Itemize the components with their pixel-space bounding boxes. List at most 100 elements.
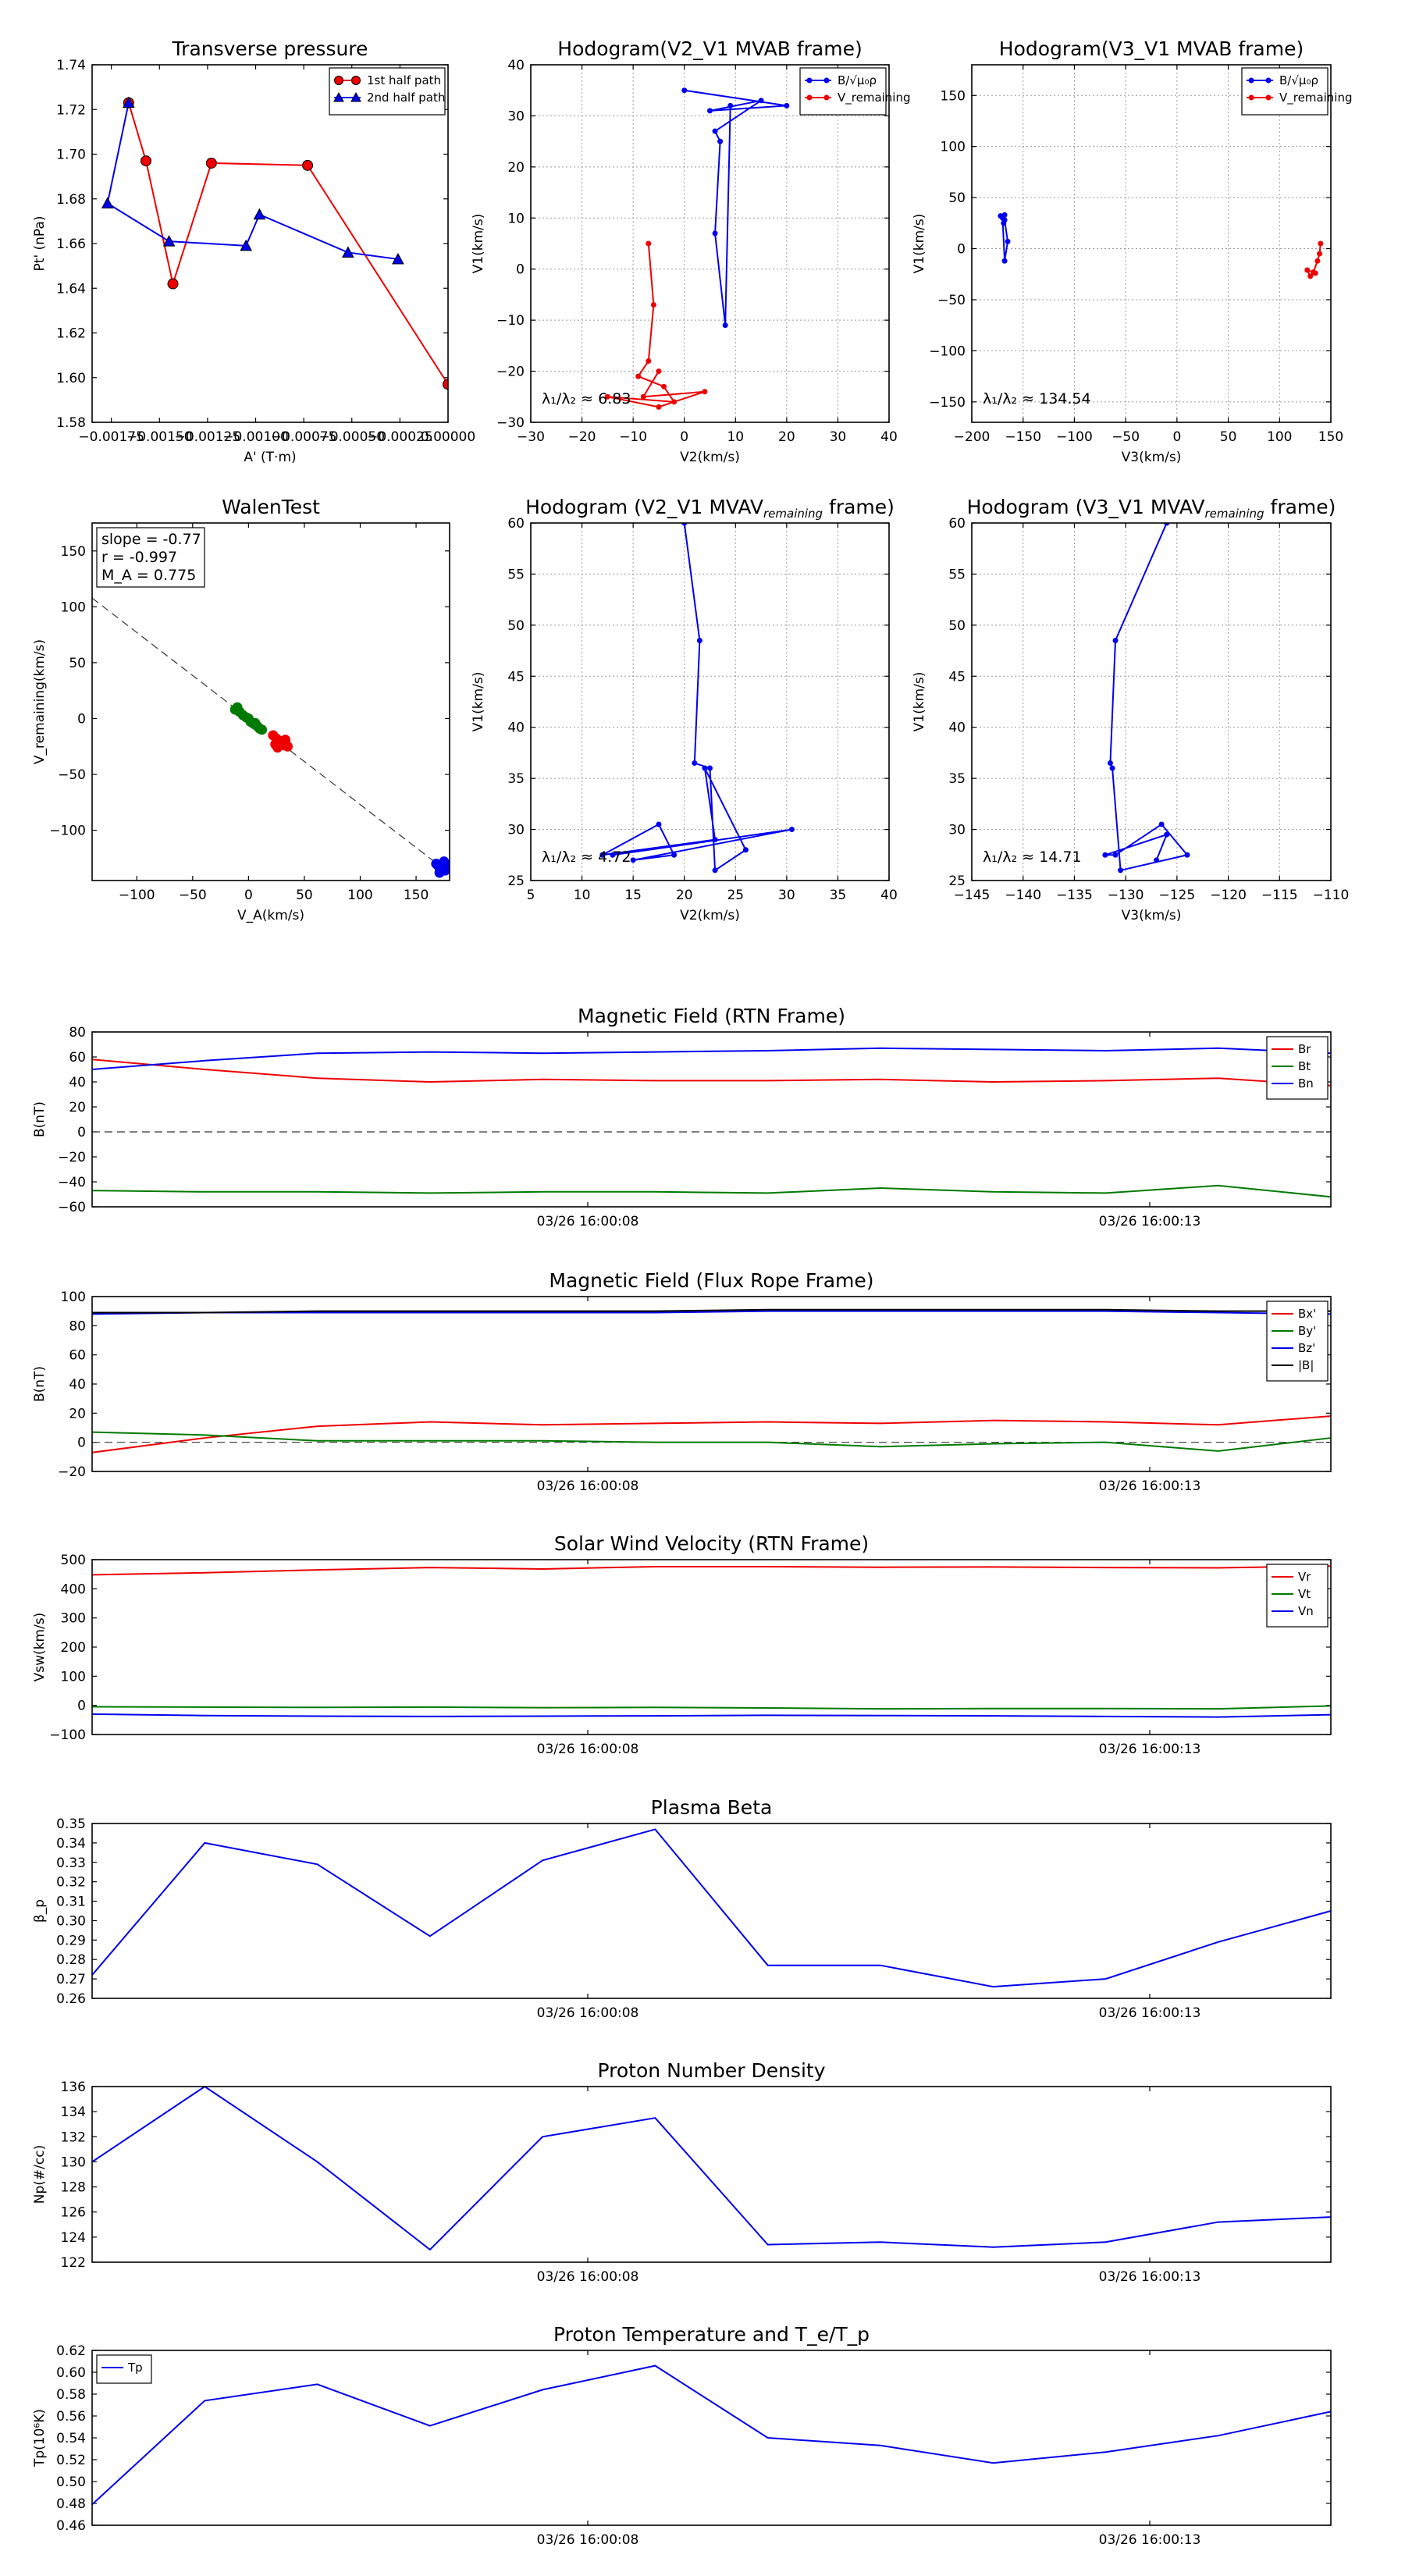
x-tick-label: −0.00075 (271, 429, 337, 445)
x-tick-label: 0 (1172, 429, 1181, 445)
x-axis-label: V_A(km/s) (237, 908, 304, 923)
y-tick-label: 100 (61, 600, 86, 615)
y-tick-label: 130 (61, 2154, 86, 2170)
x-tick-label: 03/26 16:00:13 (1099, 2269, 1201, 2285)
legend-label: Vn (1298, 1604, 1314, 1618)
x-tick-label: 03/26 16:00:13 (1099, 2532, 1201, 2548)
plot-area (599, 523, 795, 873)
y-tick-label: 150 (61, 544, 86, 560)
x-tick-label: 03/26 16:00:13 (1099, 1742, 1201, 1757)
data-point (254, 723, 265, 734)
y-tick-label: −10 (496, 313, 525, 329)
y-tick-label: 0.62 (56, 2343, 86, 2359)
legend-label: Vr (1298, 1570, 1311, 1584)
y-tick-label: 80 (69, 1025, 86, 1041)
plot-frame (91, 64, 449, 423)
legend-marker (333, 91, 344, 102)
y-tick-label: 0.46 (56, 2518, 86, 2534)
x-tick-label: 15 (624, 888, 642, 903)
y-axis-label: V1(km/s) (912, 214, 927, 274)
x-axis-label: A' (T·m) (244, 450, 296, 465)
x-tick-label: 03/26 16:00:13 (1099, 1214, 1201, 1229)
x-axis-label: V2(km/s) (680, 450, 740, 465)
series-line-Br (91, 1059, 1332, 1087)
chart-np: Proton Number Density 122 124 126 128 130 132 1… (32, 2059, 1332, 2285)
legend-label: B/√μ₀ρ (838, 73, 877, 87)
y-tick-label: −100 (49, 1727, 86, 1743)
x-tick-label: 5 (527, 888, 535, 903)
x-tick-label: −120 (1210, 888, 1247, 903)
data-point (717, 138, 724, 144)
x-tick-label: −0.00150 (126, 429, 193, 445)
chart-vsw: Solar Wind Velocity (RTN Frame) −100 0 100 2… (32, 1532, 1332, 1757)
x-tick-label: 30 (778, 888, 795, 903)
chart-tp_temp: Proton Temperature and T_e/T_p 0.46 0.48 0.… (32, 2323, 1332, 2548)
y-tick-label: 122 (61, 2255, 86, 2271)
y-axis-label: Vsw(km/s) (32, 1613, 48, 1682)
y-tick-label: −30 (496, 415, 525, 431)
data-point (702, 389, 708, 395)
stats-frame (96, 527, 205, 588)
legend-box (1266, 1036, 1329, 1100)
series-line-Vn (91, 1713, 1332, 1718)
y-axis-label: β_p (32, 1899, 48, 1923)
data-point (1005, 238, 1011, 244)
y-tick-label: −50 (58, 767, 86, 783)
x-tick-label: 20 (778, 429, 795, 445)
legend-marker (1248, 94, 1254, 101)
x-tick-label: −0.00025 (367, 429, 433, 445)
y-tick-label: 124 (61, 2230, 86, 2246)
legend: 1st half path 2nd half path (329, 67, 446, 116)
legend-box (1266, 1564, 1329, 1628)
y-tick-label: 1.68 (56, 192, 86, 208)
x-tick-label: −0.00125 (175, 429, 241, 445)
y-tick-label: 0.34 (56, 1836, 86, 1852)
legend-marker (1265, 94, 1272, 101)
y-tick-label: 40 (69, 1075, 86, 1091)
x-tick-label: 03/26 16:00:13 (1099, 1478, 1201, 1494)
eigen-ratio-annotation: λ₁/λ₂ ≈ 134.54 (983, 390, 1091, 407)
y-tick-label: 1.72 (56, 102, 86, 118)
data-point (1154, 857, 1160, 863)
x-axis-label: V3(km/s) (1122, 450, 1182, 465)
data-point (1112, 852, 1119, 858)
y-tick-label: 60 (507, 516, 525, 532)
series-line-Vt (91, 1705, 1332, 1710)
data-point (434, 867, 445, 878)
data-point (727, 102, 734, 109)
legend-label: Vt (1298, 1587, 1311, 1601)
data-point (443, 379, 448, 390)
plot-frame (91, 2350, 1332, 2526)
legend-box (96, 2354, 152, 2384)
legend-label: Bn (1298, 1076, 1314, 1091)
x-tick-label: −200 (954, 429, 991, 445)
x-tick-label: 0.00000 (421, 429, 475, 445)
y-tick-label: 0.50 (56, 2475, 86, 2490)
data-point (640, 393, 646, 400)
data-point (712, 867, 718, 873)
legend-box (329, 67, 446, 116)
y-tick-label: 40 (507, 720, 525, 736)
x-tick-label: 50 (1220, 429, 1237, 445)
x-tick-label: 150 (1318, 429, 1343, 445)
data-point (1001, 258, 1008, 264)
x-tick-label: 03/26 16:00:08 (537, 2269, 639, 2285)
eigen-ratio-annotation: λ₁/λ₂ ≈ 14.71 (983, 849, 1082, 866)
y-tick-label: 55 (507, 567, 525, 582)
legend-label: Br (1298, 1042, 1311, 1056)
x-tick-label: −50 (179, 888, 207, 903)
data-point (681, 87, 688, 94)
data-point (784, 102, 790, 109)
legend: Bx' By' Bz' |B| (1266, 1300, 1329, 1382)
x-tick-label: 40 (880, 888, 898, 903)
y-tick-label: 400 (61, 1582, 86, 1597)
plot-frame (971, 522, 1332, 881)
plot-frame (91, 1559, 1332, 1735)
data-point (240, 239, 253, 251)
data-point (253, 208, 266, 220)
chart-h4: Hodogram (V3_V1 MVAVremaining frame) −145… (912, 496, 1349, 923)
y-tick-label: 30 (507, 109, 525, 124)
data-point (205, 157, 217, 169)
y-tick-label: 1.64 (56, 281, 86, 297)
data-point (302, 159, 314, 171)
